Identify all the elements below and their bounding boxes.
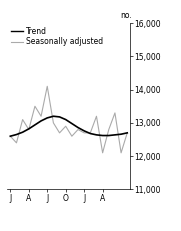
Text: no.: no. [120,11,132,20]
Legend: Trend, Seasonally adjusted: Trend, Seasonally adjusted [11,27,103,46]
